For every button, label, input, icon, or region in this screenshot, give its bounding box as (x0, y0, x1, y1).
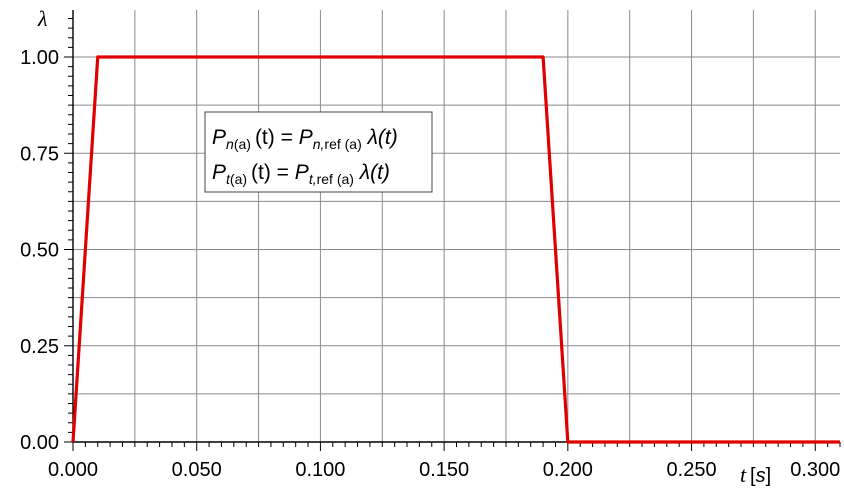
x-tick-label: 0.300 (790, 459, 840, 481)
x-tick-label: 0.250 (667, 459, 717, 481)
y-axis-ticks: 0.00 0.25 0.50 0.75 1.00 (20, 18, 73, 454)
y-tick-label: 0.25 (20, 336, 59, 358)
x-axis-title: t [s] (740, 462, 771, 487)
y-tick-label: 0.75 (20, 143, 59, 165)
unit-open-bracket: [ (750, 465, 756, 487)
formula-line-1: Pn(a) (t) = Pn,ref (a) λ(t) (212, 126, 398, 152)
axes (72, 10, 840, 443)
x-tick-label: 0.150 (419, 459, 469, 481)
x-axis-ticks: 0.000 0.050 0.100 0.150 0.200 0.250 0.300 (48, 442, 841, 481)
grid (73, 10, 840, 442)
y-tick-label: 1.00 (20, 47, 59, 69)
y-tick-label: 0.50 (20, 240, 59, 262)
x-axis-title-symbol: t (740, 462, 747, 487)
y-tick-label: 0.00 (20, 432, 59, 454)
x-tick-label: 0.100 (295, 459, 345, 481)
unit-close-bracket: ] (766, 465, 772, 487)
x-axis-title-unit: [s] (750, 465, 771, 487)
x-tick-label: 0.000 (48, 459, 98, 481)
x-tick-label: 0.050 (172, 459, 222, 481)
unit-symbol: s (756, 465, 766, 487)
formula-annotation: Pn(a) (t) = Pn,ref (a) λ(t) Pt(a) (t) = Pt… (204, 111, 433, 193)
formula-box (204, 111, 433, 193)
series-group (71, 55, 841, 444)
formula-line-2: Pt(a) (t) = Pt,ref (a) λ(t) (212, 161, 390, 187)
y-axis-title: λ (37, 6, 48, 31)
x-tick-label: 0.200 (543, 459, 593, 481)
